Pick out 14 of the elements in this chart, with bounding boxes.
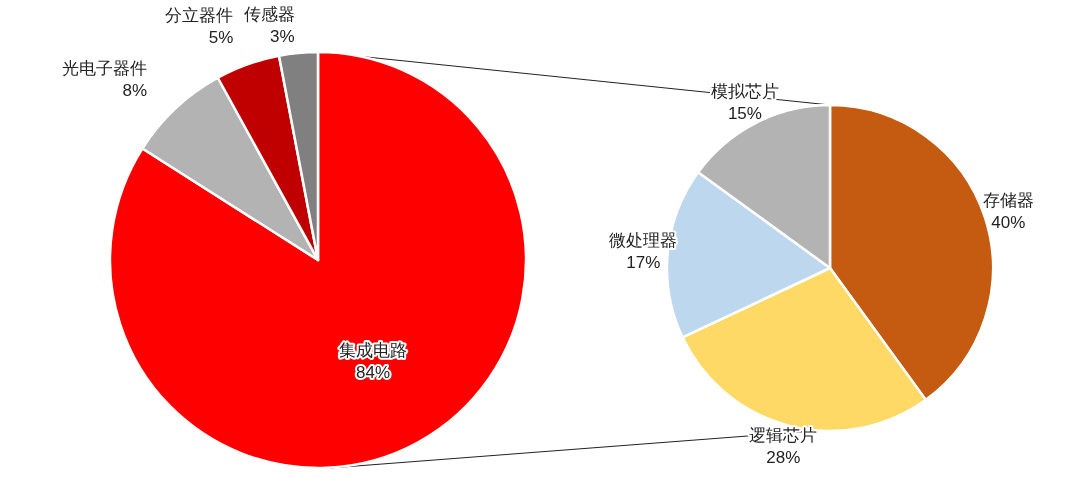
data-label: 8% [122,81,148,101]
data-label: 84% [356,363,391,383]
data-label: 15% [727,103,762,123]
data-label: 3% [269,27,295,46]
data-label: 17% [626,253,661,273]
data-label: 40% [991,213,1026,233]
slice-label: 传感器 [243,5,295,24]
slice-label: 光电子器件 [62,59,148,79]
slice-label: 分立器件 [165,6,234,26]
slice-label: 微处理器 [609,231,678,251]
data-label: 5% [208,28,234,48]
data-label: 28% [766,448,801,467]
slice-label: 存储器 [982,191,1034,211]
slice-label: 集成电路 [339,341,408,361]
